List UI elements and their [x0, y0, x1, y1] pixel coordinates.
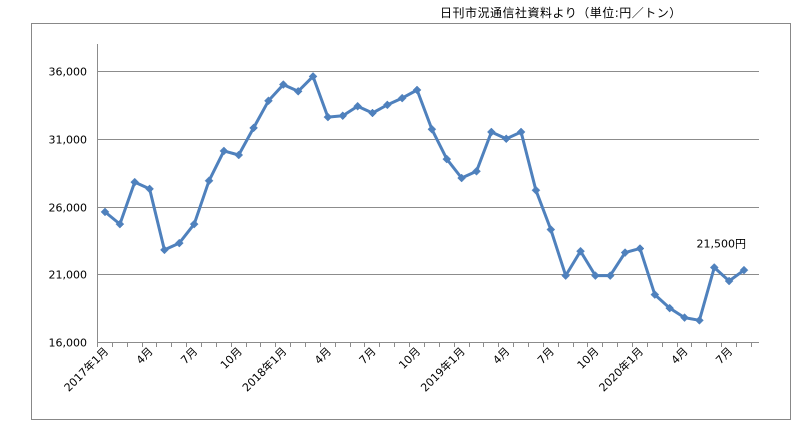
x-tick-label: 2019年1月 [418, 344, 468, 394]
data-point [174, 238, 184, 248]
data-point [160, 245, 169, 255]
data-point [338, 111, 348, 121]
data-point [531, 185, 541, 195]
data-point [293, 86, 303, 96]
x-tick-label: 7月 [178, 345, 200, 367]
data-point [591, 271, 600, 280]
data-point [472, 166, 481, 176]
data-point [100, 207, 110, 217]
y-tick-label: 26,000 [49, 202, 88, 215]
data-point [278, 80, 288, 89]
data-point [189, 219, 199, 229]
x-tick-label: 4月 [312, 345, 334, 367]
data-point [130, 177, 140, 187]
x-tick-label: 2018年1月 [239, 344, 289, 394]
x-tick-label: 7月 [535, 345, 557, 367]
data-point [501, 134, 511, 144]
x-tick-label: 7月 [713, 345, 735, 367]
x-tick-label: 2020年1月 [596, 344, 646, 394]
data-point [249, 123, 258, 133]
data-point [382, 100, 392, 110]
y-tick-label: 21,000 [49, 269, 88, 282]
data-point [605, 271, 615, 280]
data-point [561, 271, 571, 280]
data-point [427, 124, 437, 134]
data-point [234, 150, 244, 160]
data-point [457, 173, 466, 183]
data-point [264, 96, 273, 106]
x-tick-label: 10月 [218, 345, 245, 372]
annotations: 21,500円 [697, 237, 747, 250]
data-point [219, 146, 229, 156]
data-point [546, 225, 556, 234]
data-point [353, 101, 362, 111]
source-note: 日刊市況通信社資料より（単位:円／トン） [440, 6, 682, 20]
x-tick-label: 2017年1月 [61, 344, 111, 394]
x-tick-label: 10月 [575, 345, 602, 372]
data-point [576, 246, 585, 256]
data-point [665, 303, 675, 313]
data-point [680, 313, 689, 322]
axes [97, 44, 759, 347]
data-point [368, 108, 377, 118]
data-label: 21,500円 [697, 237, 747, 250]
data-point [487, 127, 496, 137]
gridlines [97, 71, 759, 275]
data-point [308, 72, 318, 81]
data-point [635, 244, 645, 253]
data-point [516, 127, 526, 137]
x-tick-label: 7月 [357, 345, 379, 367]
data-point [442, 154, 452, 164]
data-point [323, 112, 333, 122]
y-tick-label: 31,000 [49, 134, 88, 147]
chart-border [31, 23, 791, 420]
x-tick-label: 4月 [134, 345, 156, 367]
y-tick-label: 36,000 [49, 66, 88, 79]
data-point [650, 290, 660, 299]
data-point [397, 93, 407, 103]
x-tick-label: 10月 [396, 345, 423, 372]
series-line [103, 74, 746, 322]
data-point [145, 184, 154, 194]
y-axis-tick-labels: 16,000 21,000 26,000 31,000 36,000 [49, 66, 88, 350]
data-point [695, 315, 704, 325]
data-point [724, 276, 734, 286]
x-tick-label: 4月 [669, 345, 691, 367]
data-point [204, 176, 214, 186]
x-tick-label: 4月 [490, 345, 512, 367]
series-layer [100, 72, 749, 325]
y-tick-label: 16,000 [49, 337, 88, 350]
data-point [620, 248, 630, 257]
data-point [115, 219, 125, 229]
data-point [739, 265, 749, 275]
data-point [412, 85, 422, 95]
data-point [709, 263, 719, 272]
